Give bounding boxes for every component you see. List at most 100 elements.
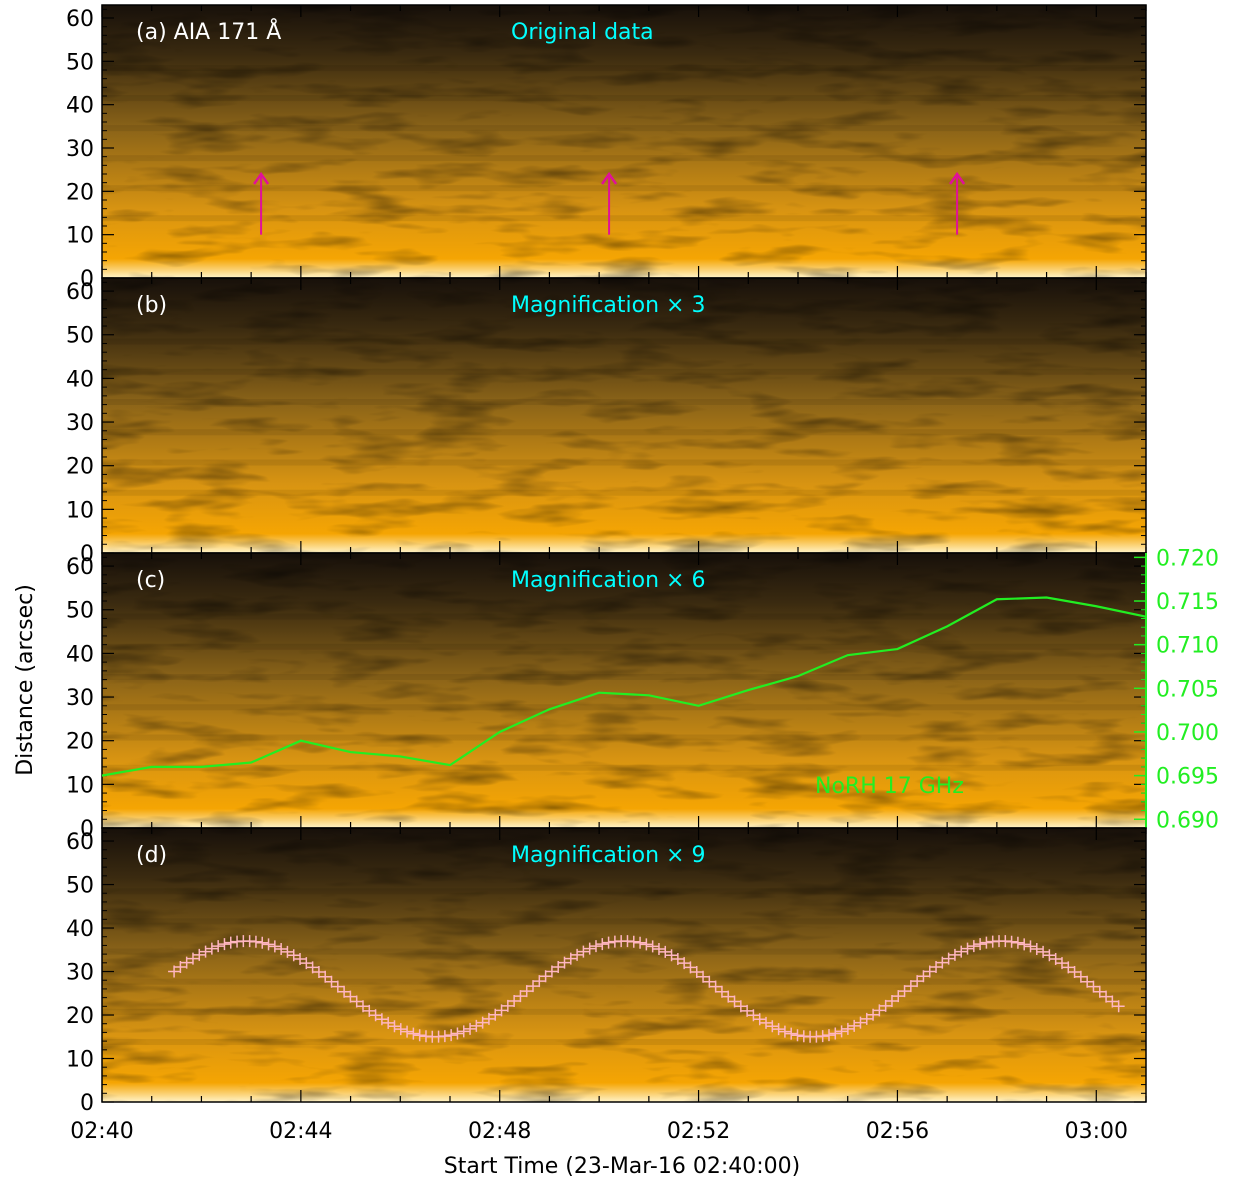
fit-marker	[766, 1020, 779, 1033]
fit-marker	[1005, 935, 1018, 948]
fit-marker	[942, 952, 955, 965]
fit-marker	[671, 953, 684, 966]
heatmap-band	[102, 764, 1146, 771]
arrow-marker	[949, 171, 966, 235]
heatmap-band	[102, 643, 1146, 650]
x-tick-label: 02:56	[866, 1119, 929, 1144]
y-tick-label: 10	[66, 498, 94, 523]
fit-marker	[476, 1016, 489, 1029]
fit-marker	[382, 1016, 395, 1029]
fit-marker	[558, 956, 571, 969]
heatmap-band	[102, 704, 1146, 711]
fit-marker	[489, 1008, 502, 1021]
fit-marker	[470, 1019, 483, 1032]
fit-marker	[527, 980, 540, 993]
fit-marker	[451, 1027, 464, 1040]
y-tick-label: 60	[66, 555, 94, 580]
fit-marker	[199, 945, 212, 958]
x-tick-label: 02:44	[269, 1119, 332, 1144]
fit-marker	[514, 990, 527, 1003]
fit-marker	[948, 948, 961, 961]
right-axis-tick-label: 0.690	[1156, 808, 1219, 833]
fit-marker	[753, 1013, 766, 1026]
fit-marker	[741, 1004, 754, 1017]
y-tick-label: 60	[66, 830, 94, 855]
fit-marker	[571, 948, 584, 961]
fit-marker	[1062, 961, 1075, 974]
fit-marker	[218, 938, 231, 951]
y-tick-label: 60	[66, 7, 94, 32]
y-tick-label: 0	[80, 817, 94, 842]
y-tick-label: 10	[66, 224, 94, 249]
fit-marker	[904, 980, 917, 993]
fit-marker	[627, 935, 640, 948]
fit-marker	[923, 965, 936, 978]
heatmap-band	[102, 948, 1146, 955]
y-tick-label: 10	[66, 1048, 94, 1073]
fit-marker	[665, 949, 678, 962]
fit-marker	[1049, 953, 1062, 966]
fit-marker	[854, 1016, 867, 1029]
fit-marker	[822, 1029, 835, 1042]
y-tick-label: 50	[66, 324, 94, 349]
heatmap-band	[102, 155, 1146, 162]
fit-marker	[1037, 945, 1050, 958]
heatmap-band	[102, 918, 1146, 925]
norh-curve	[101, 596, 1147, 777]
norh-legend-label: NoRH 17 GHz	[815, 774, 964, 799]
fit-marker	[256, 936, 269, 949]
fit-marker	[791, 1029, 804, 1042]
fit-marker	[438, 1030, 451, 1043]
heatmap-band	[102, 674, 1146, 680]
fit-marker	[589, 940, 602, 953]
panel-d: (d) Magnification × 9 0 10 20 30 40 50 60 02:40 02…	[66, 827, 1147, 1144]
fit-marker	[168, 965, 181, 978]
right-axis-tick-label: 0.705	[1156, 677, 1219, 702]
heatmap-band	[102, 338, 1146, 345]
fit-marker	[212, 940, 225, 953]
fit-marker	[224, 936, 237, 949]
y-tick-label: 0	[80, 542, 94, 567]
panel-label: (b)	[136, 293, 167, 318]
fit-marker	[778, 1025, 791, 1038]
heatmap-band	[102, 1038, 1146, 1045]
fit-marker	[445, 1029, 458, 1042]
fit-marker	[508, 995, 521, 1008]
fit-marker	[1081, 975, 1094, 988]
y-tick-label: 40	[66, 917, 94, 942]
fit-marker	[407, 1027, 420, 1040]
fit-marker	[747, 1009, 760, 1022]
x-tick-label: 02:52	[667, 1119, 730, 1144]
fit-marker	[375, 1013, 388, 1026]
fit-marker	[552, 960, 565, 973]
fit-marker	[180, 956, 193, 969]
fit-marker	[760, 1016, 773, 1029]
fit-marker	[659, 945, 672, 958]
fit-marker	[394, 1023, 407, 1036]
fit-marker	[363, 1004, 376, 1017]
fit-marker	[980, 936, 993, 949]
fit-marker	[501, 999, 514, 1012]
fit-marker	[1018, 938, 1031, 951]
fit-marker	[703, 975, 716, 988]
right-axis-tick-label: 0.710	[1156, 634, 1219, 659]
fit-marker	[955, 945, 968, 958]
fit-marker	[772, 1023, 785, 1036]
fit-marker	[312, 966, 325, 979]
heatmap-band	[102, 185, 1146, 192]
y-tick-label: 30	[66, 137, 94, 162]
fit-marker	[319, 970, 332, 983]
fit-marker	[1112, 1000, 1125, 1013]
panel-label: (d)	[136, 843, 167, 868]
fit-marker	[936, 956, 949, 969]
heatmap-band	[102, 95, 1146, 102]
arrow-marker	[253, 171, 270, 235]
panel-title: Magnification × 6	[511, 568, 705, 593]
fit-marker	[1087, 980, 1100, 993]
heatmap-texture	[102, 5, 1146, 278]
fit-marker	[678, 957, 691, 970]
fit-marker	[401, 1025, 414, 1038]
heatmap-band	[102, 978, 1146, 985]
arrow-marker	[601, 171, 618, 235]
